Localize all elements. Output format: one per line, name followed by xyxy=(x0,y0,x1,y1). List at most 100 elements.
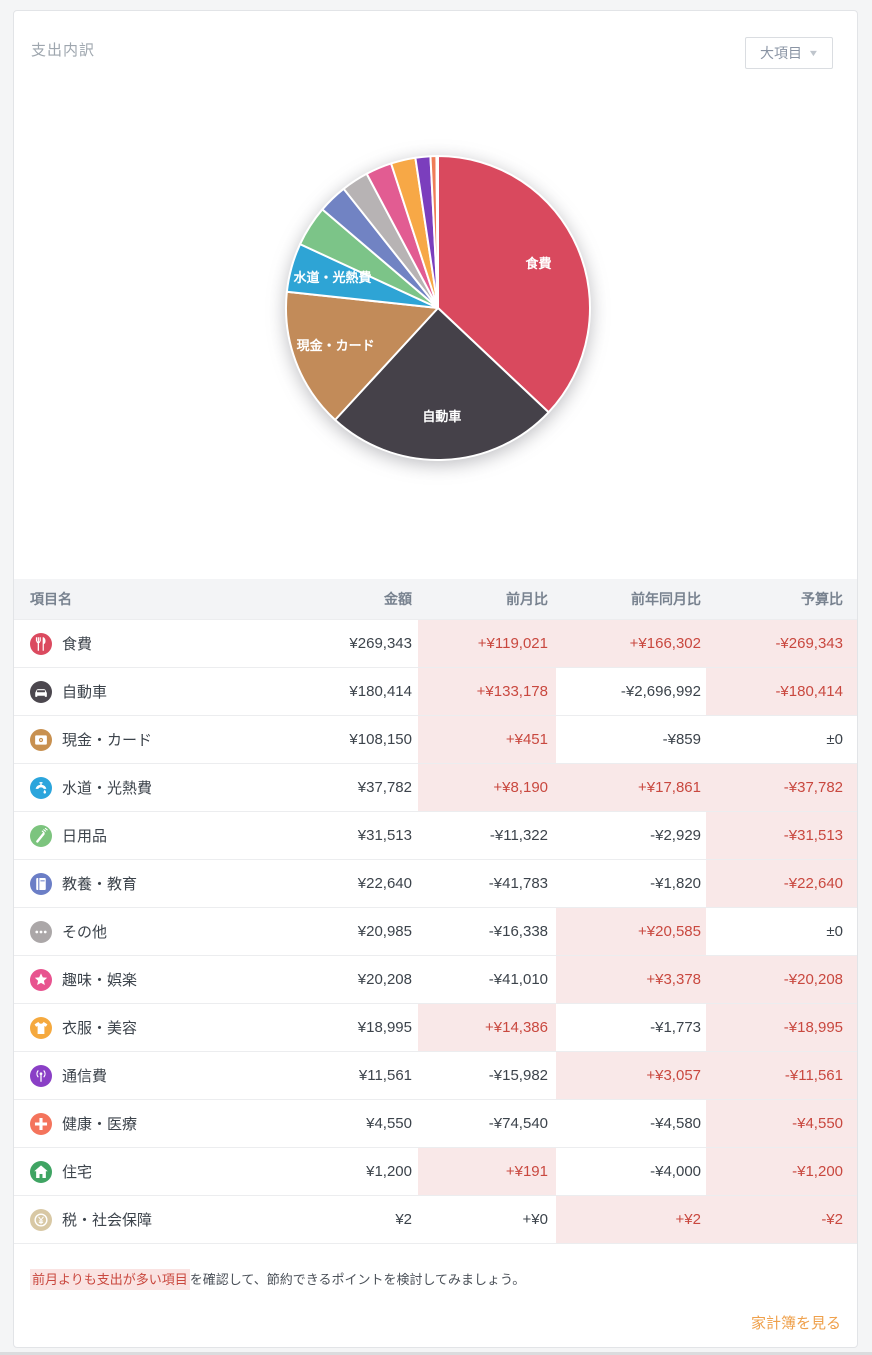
category-name: その他 xyxy=(62,924,108,941)
tax-icon xyxy=(30,1208,52,1231)
expense-pie-chart[interactable]: 食費 自動車 現金・カード 水道・光熱費 xyxy=(228,98,648,518)
house-icon xyxy=(30,1160,52,1183)
year-over-year-value: -¥1,820 xyxy=(650,875,701,892)
amount-value: ¥4,550 xyxy=(366,1115,412,1132)
budget-ratio-value: -¥31,513 xyxy=(706,812,857,859)
col-header-year-over-year: 前年同月比 xyxy=(631,591,701,607)
amount-value: ¥180,414 xyxy=(349,683,412,700)
table-row[interactable]: 趣味・娯楽 ¥20,208 -¥41,010 +¥3,378 -¥20,208 xyxy=(14,955,857,1003)
category-name: 住宅 xyxy=(62,1164,93,1181)
table-row[interactable]: 食費 ¥269,343 +¥119,021 +¥166,302 -¥269,34… xyxy=(14,619,857,667)
month-over-month-value: +¥0 xyxy=(522,1211,548,1228)
savings-hint-rest: を確認して、節約できるポイントを検討してみましょう。 xyxy=(189,1272,526,1287)
pie-slice[interactable] xyxy=(334,307,550,461)
table-row[interactable]: 水道・光熱費 ¥37,782 +¥8,190 +¥17,861 -¥37,782 xyxy=(14,763,857,811)
card-header: 支出内訳 大項目 ▼ xyxy=(14,11,857,91)
table-row[interactable]: 自動車 ¥180,414 +¥133,178 -¥2,696,992 -¥180… xyxy=(14,667,857,715)
pie-slice[interactable] xyxy=(437,155,591,414)
savings-hint-text: 前月よりも支出が多い項目 を確認して、節約できるポイントを検討してみましょう。 xyxy=(30,1269,841,1290)
year-over-year-value: +¥166,302 xyxy=(556,620,706,667)
expense-table-header: 項目名 金額 前月比 前年同月比 予算比 xyxy=(14,579,857,619)
budget-ratio-value: -¥20,208 xyxy=(706,956,857,1003)
col-header-month-over-month: 前月比 xyxy=(506,591,548,607)
category-name: 水道・光熱費 xyxy=(62,780,153,797)
year-over-year-value: +¥17,861 xyxy=(556,764,706,811)
amount-value: ¥20,208 xyxy=(357,971,412,988)
year-over-year-value: -¥1,773 xyxy=(650,1019,701,1036)
others-icon xyxy=(30,920,52,943)
savings-hint-highlight: 前月よりも支出が多い項目 xyxy=(30,1269,190,1290)
month-over-month-value: +¥8,190 xyxy=(418,764,556,811)
month-over-month-value: -¥16,338 xyxy=(488,923,548,940)
budget-ratio-value: ±0 xyxy=(826,731,843,748)
year-over-year-value: +¥3,057 xyxy=(556,1052,706,1099)
car-icon xyxy=(30,680,52,703)
month-over-month-value: +¥133,178 xyxy=(418,668,556,715)
amount-value: ¥22,640 xyxy=(357,875,412,892)
budget-ratio-value: -¥269,343 xyxy=(706,620,857,667)
budget-ratio-value: -¥18,995 xyxy=(706,1004,857,1051)
amount-value: ¥11,561 xyxy=(358,1067,412,1084)
chevron-down-icon: ▼ xyxy=(807,48,820,58)
table-row[interactable]: 日用品 ¥31,513 -¥11,322 -¥2,929 -¥31,513 xyxy=(14,811,857,859)
amount-value: ¥1,200 xyxy=(366,1163,412,1180)
budget-ratio-value: -¥37,782 xyxy=(706,764,857,811)
food-icon xyxy=(30,632,52,655)
pie-slice-label: 自動車 xyxy=(422,409,461,424)
month-over-month-value: -¥15,982 xyxy=(488,1067,548,1084)
month-over-month-value: -¥74,540 xyxy=(488,1115,548,1132)
utilities-icon xyxy=(30,776,52,799)
amount-value: ¥108,150 xyxy=(349,731,412,748)
expense-table-body: 食費 ¥269,343 +¥119,021 +¥166,302 -¥269,34… xyxy=(14,619,857,1243)
year-over-year-value: -¥2,929 xyxy=(650,827,701,844)
amount-value: ¥18,995 xyxy=(357,1019,412,1036)
pie-slice-label: 現金・カード xyxy=(297,338,375,353)
table-row[interactable]: 通信費 ¥11,561 -¥15,982 +¥3,057 -¥11,561 xyxy=(14,1051,857,1099)
table-row[interactable]: その他 ¥20,985 -¥16,338 +¥20,585 ±0 xyxy=(14,907,857,955)
month-over-month-value: +¥119,021 xyxy=(418,620,556,667)
education-icon xyxy=(30,872,52,895)
view-household-ledger-link[interactable]: 家計簿を見る xyxy=(750,1315,841,1332)
page-title: 支出内訳 xyxy=(31,42,96,59)
budget-ratio-value: ±0 xyxy=(826,923,843,940)
category-name: 現金・カード xyxy=(62,732,153,749)
category-name: 教養・教育 xyxy=(62,876,138,893)
budget-ratio-value: -¥22,640 xyxy=(706,860,857,907)
cash-card-icon xyxy=(30,728,52,751)
card-footer: 前月よりも支出が多い項目 を確認して、節約できるポイントを検討してみましょう。 家… xyxy=(14,1243,857,1347)
category-level-dropdown[interactable]: 大項目 ▼ xyxy=(745,37,833,69)
table-row[interactable]: 健康・医療 ¥4,550 -¥74,540 -¥4,580 -¥4,550 xyxy=(14,1099,857,1147)
budget-ratio-value: -¥2 xyxy=(706,1196,857,1243)
month-over-month-value: +¥451 xyxy=(418,716,556,763)
year-over-year-value: -¥2,696,992 xyxy=(620,683,701,700)
table-row[interactable]: 現金・カード ¥108,150 +¥451 -¥859 ±0 xyxy=(14,715,857,763)
col-header-amount: 金額 xyxy=(384,591,412,607)
budget-ratio-value: -¥11,561 xyxy=(706,1052,857,1099)
amount-value: ¥2 xyxy=(395,1211,412,1228)
table-row[interactable]: 税・社会保障 ¥2 +¥0 +¥2 -¥2 xyxy=(14,1195,857,1243)
table-row[interactable]: 住宅 ¥1,200 +¥191 -¥4,000 -¥1,200 xyxy=(14,1147,857,1195)
page-bottom-strip xyxy=(0,1352,872,1355)
table-row[interactable]: 教養・教育 ¥22,640 -¥41,783 -¥1,820 -¥22,640 xyxy=(14,859,857,907)
amount-value: ¥37,782 xyxy=(357,779,412,796)
year-over-year-value: -¥859 xyxy=(662,731,701,748)
month-over-month-value: -¥41,010 xyxy=(488,971,548,988)
daily-goods-icon xyxy=(30,824,52,847)
budget-ratio-value: -¥180,414 xyxy=(706,668,857,715)
month-over-month-value: -¥41,783 xyxy=(488,875,548,892)
budget-ratio-value: -¥1,200 xyxy=(706,1148,857,1195)
year-over-year-value: -¥4,580 xyxy=(650,1115,701,1132)
col-header-budget-ratio: 予算比 xyxy=(801,591,843,607)
year-over-year-value: +¥3,378 xyxy=(556,956,706,1003)
year-over-year-value: +¥2 xyxy=(556,1196,706,1243)
amount-value: ¥31,513 xyxy=(357,827,412,844)
amount-value: ¥20,985 xyxy=(357,923,412,940)
pie-slice[interactable] xyxy=(285,290,439,421)
category-name: 通信費 xyxy=(62,1068,108,1085)
clothing-icon xyxy=(30,1016,52,1039)
month-over-month-value: -¥11,322 xyxy=(489,827,548,844)
table-row[interactable]: 衣服・美容 ¥18,995 +¥14,386 -¥1,773 -¥18,995 xyxy=(14,1003,857,1051)
category-level-dropdown-label: 大項目 xyxy=(760,45,803,61)
medical-icon xyxy=(30,1112,52,1135)
year-over-year-value: -¥4,000 xyxy=(650,1163,701,1180)
